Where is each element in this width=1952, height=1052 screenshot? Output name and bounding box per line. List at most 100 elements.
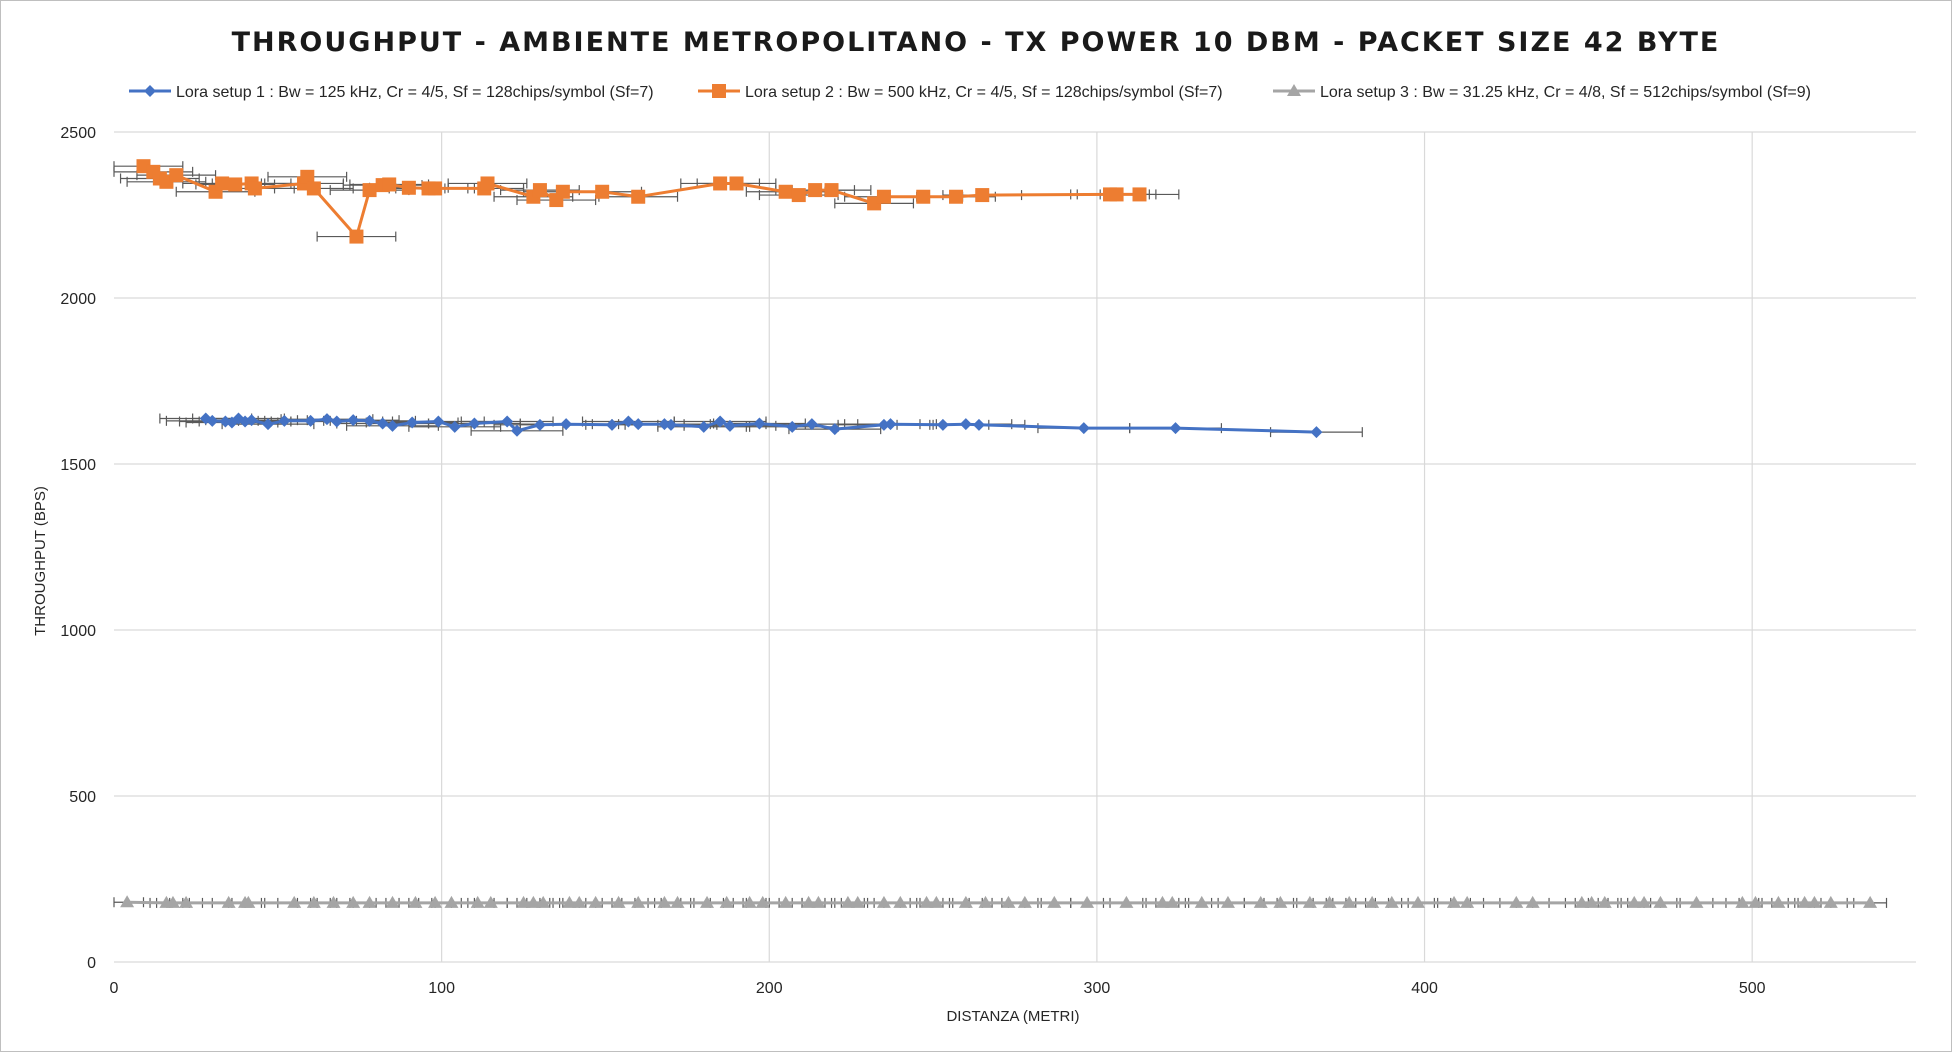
point-s1-15: [386, 419, 399, 432]
point-s1-8: [278, 414, 291, 427]
point-s3-18: [516, 895, 531, 908]
point-s3-4: [221, 895, 236, 908]
point-s3-77: [1863, 895, 1878, 908]
point-s3-28: [700, 895, 715, 908]
chart-title: THROUGHPUT - AMBIENTE METROPOLITANO - TX…: [232, 27, 1721, 58]
point-s1-29: [697, 420, 710, 433]
point-s1-22: [533, 418, 546, 431]
y-tick-label-3: 1500: [60, 457, 96, 474]
point-s3-60: [1447, 895, 1462, 908]
point-s2-31: [791, 188, 806, 203]
point-s1-10: [320, 413, 333, 426]
point-s3-24: [611, 895, 626, 908]
x-tick-label-2: 200: [756, 980, 783, 997]
point-s3-2: [165, 895, 180, 908]
point-s3-53: [1273, 895, 1288, 908]
point-s3-76: [1823, 895, 1838, 908]
point-s3-15: [444, 895, 459, 908]
point-s3-70: [1689, 895, 1704, 908]
point-s2-35: [876, 189, 891, 204]
point-s3-32: [778, 895, 793, 908]
point-s2-26: [595, 184, 610, 199]
point-s3-27: [670, 895, 685, 908]
point-s3-7: [287, 895, 302, 908]
point-s1-23: [560, 418, 573, 431]
point-s3-67: [1627, 895, 1642, 908]
y-tick-label-1: 500: [69, 789, 96, 806]
point-s3-39: [919, 895, 934, 908]
legend-label-2: Lora setup 2 : Bw = 500 kHz, Cr = 4/5, S…: [745, 84, 1223, 101]
point-s3-17: [483, 895, 498, 908]
point-s3-62: [1509, 895, 1524, 908]
point-s3-33: [801, 895, 816, 908]
point-s3-31: [755, 895, 770, 908]
point-s2-12: [306, 181, 321, 196]
point-s3-42: [978, 895, 993, 908]
point-s2-17: [401, 180, 416, 195]
point-s2-16: [382, 177, 397, 192]
point-s1-40: [972, 418, 985, 431]
point-s3-26: [657, 895, 672, 908]
point-s3-45: [1047, 895, 1062, 908]
point-s1-33: [786, 420, 799, 433]
y-tick-label-4: 2000: [60, 291, 96, 308]
point-s1-19: [468, 417, 481, 430]
point-s3-43: [1001, 895, 1016, 908]
point-s2-33: [824, 183, 839, 198]
x-tick-label-3: 300: [1084, 980, 1111, 997]
point-s3-74: [1797, 895, 1812, 908]
point-s3-47: [1119, 895, 1134, 908]
point-s3-71: [1735, 895, 1750, 908]
legend-swatch-marker-2: [712, 84, 726, 98]
point-s3-44: [1017, 895, 1032, 908]
y-axis-title: THROUGHPUT (BPS): [32, 486, 49, 636]
point-s3-52: [1253, 895, 1268, 908]
point-s3-48: [1155, 895, 1170, 908]
point-s2-9: [247, 181, 262, 196]
point-s1-35: [828, 423, 841, 436]
point-s3-3: [179, 895, 194, 908]
point-s2-36: [916, 189, 931, 204]
y-tick-label-0: 0: [87, 955, 96, 972]
point-s3-20: [536, 895, 551, 908]
point-s2-21: [480, 176, 495, 191]
point-s2-4: [169, 168, 184, 183]
legend-swatch-marker-1: [144, 85, 156, 97]
point-s1-26: [632, 418, 645, 431]
point-s3-19: [526, 895, 541, 908]
point-s1-13: [363, 414, 376, 427]
point-s3-69: [1653, 895, 1668, 908]
point-s1-12: [347, 414, 360, 427]
legend-item-2: Lora setup 2 : Bw = 500 kHz, Cr = 4/5, S…: [698, 84, 1223, 101]
point-s3-29: [719, 895, 734, 908]
legend: Lora setup 1 : Bw = 125 kHz, Cr = 4/5, S…: [129, 84, 1811, 101]
point-s3-59: [1410, 895, 1425, 908]
point-s1-18: [448, 420, 461, 433]
tick-labels: 0 500 1000 1500 2000 2500 0 100 200 300 400 500: [60, 125, 1765, 997]
point-s3-12: [385, 895, 400, 908]
point-s1-21: [510, 424, 523, 437]
point-s3-75: [1807, 895, 1822, 908]
point-s3-61: [1460, 895, 1475, 908]
point-s3-25: [631, 895, 646, 908]
legend-item-3: Lora setup 3 : Bw = 31.25 kHz, Cr = 4/8,…: [1273, 84, 1811, 101]
point-s1-24: [606, 418, 619, 431]
point-s3-34: [811, 895, 826, 908]
y-tick-label-2: 1000: [60, 623, 96, 640]
series-2: [136, 159, 1147, 244]
x-tick-label-1: 100: [428, 980, 455, 997]
point-s2-41: [1132, 187, 1147, 202]
point-s2-23: [532, 183, 547, 198]
point-s3-9: [326, 895, 341, 908]
point-s3-55: [1322, 895, 1337, 908]
point-s3-49: [1165, 895, 1180, 908]
point-s3-35: [840, 895, 855, 908]
point-s3-46: [1080, 895, 1095, 908]
point-s3-13: [408, 895, 423, 908]
point-s2-11: [300, 169, 315, 184]
point-s3-51: [1220, 895, 1235, 908]
point-s3-65: [1584, 895, 1599, 908]
point-s1-31: [723, 419, 736, 432]
point-s3-0: [120, 895, 135, 908]
point-s1-32: [753, 417, 766, 430]
